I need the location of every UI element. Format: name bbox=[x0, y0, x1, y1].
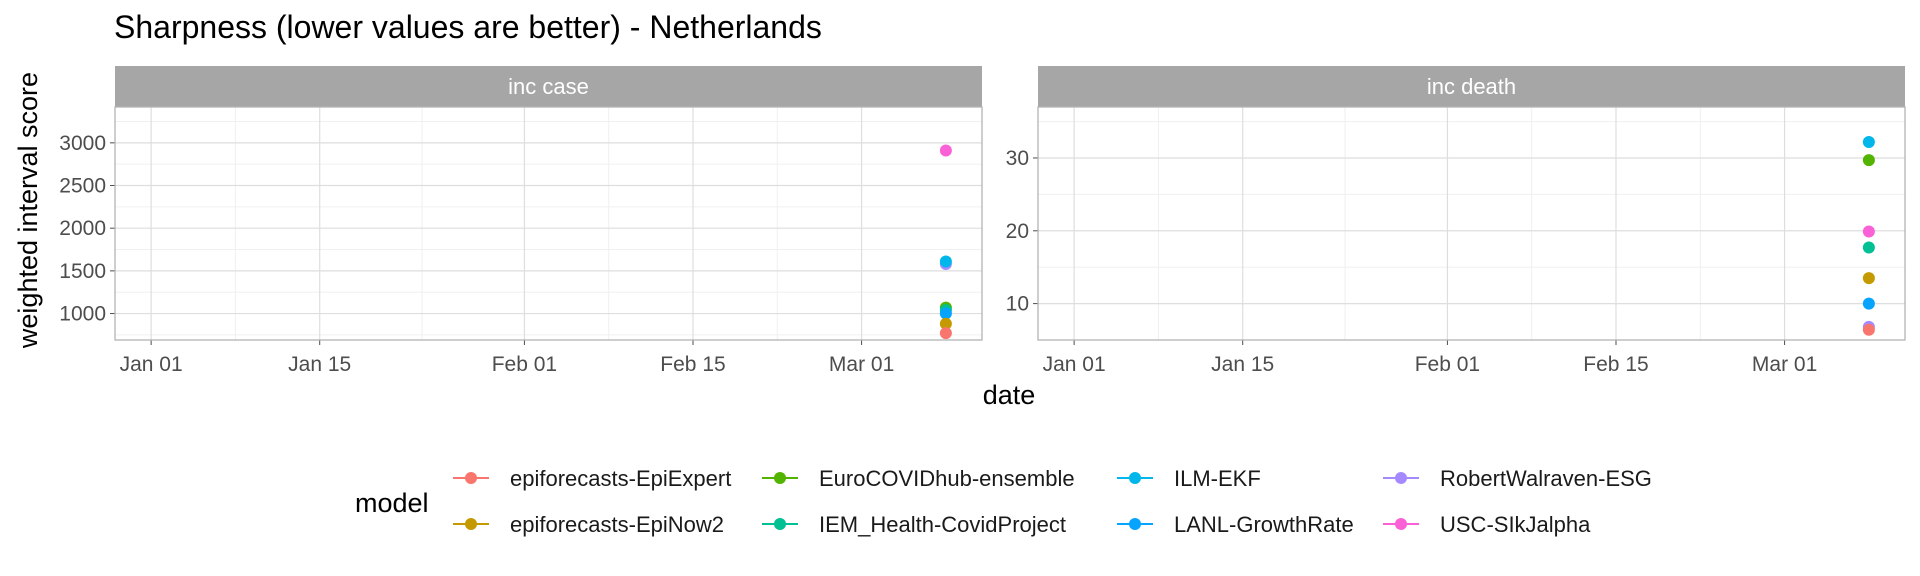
legend-key-point bbox=[774, 518, 786, 530]
x-tick-label: Jan 15 bbox=[288, 353, 351, 376]
x-axis-title: date bbox=[983, 380, 1036, 410]
y-tick-label: 1500 bbox=[59, 260, 106, 283]
legend-key-point bbox=[465, 472, 477, 484]
panel-border bbox=[1037, 106, 1906, 341]
legend-label: epiforecasts-EpiExpert bbox=[510, 466, 731, 491]
y-tick-label: 20 bbox=[1006, 220, 1029, 243]
legend-item: epiforecasts-EpiExpert bbox=[453, 466, 731, 491]
y-tick-label: 2500 bbox=[59, 175, 106, 198]
x-tick-label: Feb 01 bbox=[492, 353, 557, 376]
facet-panel: inc case 1000 1500 2000 2500 3000 Jan 01 Jan 15… bbox=[59, 66, 983, 376]
legend-item: RobertWalraven-ESG bbox=[1383, 466, 1652, 491]
data-point bbox=[939, 327, 952, 340]
x-tick-label: Feb 15 bbox=[1583, 353, 1648, 376]
legend-key-point bbox=[1395, 518, 1407, 530]
facet-strip-label: inc death bbox=[1427, 74, 1516, 99]
y-tick-label: 3000 bbox=[59, 132, 106, 155]
legend-item: epiforecasts-EpiNow2 bbox=[453, 512, 724, 537]
data-points bbox=[1862, 135, 1875, 336]
y-tick-label: 10 bbox=[1006, 293, 1029, 316]
legend-label: LANL-GrowthRate bbox=[1174, 512, 1354, 537]
y-tick-label: 1000 bbox=[59, 303, 106, 326]
x-tick-label: Feb 15 bbox=[660, 353, 725, 376]
legend-key-point bbox=[1129, 472, 1141, 484]
y-axis-title: weighted interval score bbox=[13, 72, 43, 349]
facet-strip bbox=[115, 66, 982, 107]
legend-label: EuroCOVIDhub-ensemble bbox=[819, 466, 1075, 491]
legend-label: RobertWalraven-ESG bbox=[1440, 466, 1652, 491]
legend-label: ILM-EKF bbox=[1174, 466, 1261, 491]
data-point bbox=[939, 255, 952, 268]
legend-items: epiforecasts-EpiExpert epiforecasts-EpiNo… bbox=[453, 466, 1652, 537]
y-tick-label: 2000 bbox=[59, 217, 106, 240]
data-point bbox=[1862, 323, 1875, 336]
data-points bbox=[939, 144, 952, 340]
data-point bbox=[1862, 135, 1875, 148]
x-tick-label: Jan 01 bbox=[120, 353, 183, 376]
facet-panel: inc death 10 20 30 Jan 01 Jan 15 Feb 01 Feb 15 M… bbox=[1006, 66, 1906, 376]
facet-strip-label: inc case bbox=[508, 74, 589, 99]
data-point bbox=[1862, 225, 1875, 238]
data-point bbox=[1862, 297, 1875, 310]
legend-key-point bbox=[774, 472, 786, 484]
plot-area bbox=[115, 107, 982, 340]
x-tick-label: Jan 15 bbox=[1211, 353, 1274, 376]
legend-label: IEM_Health-CovidProject bbox=[819, 512, 1066, 537]
legend-label: epiforecasts-EpiNow2 bbox=[510, 512, 724, 537]
data-point bbox=[1862, 154, 1875, 167]
legend-key-point bbox=[465, 518, 477, 530]
x-tick-label: Feb 01 bbox=[1415, 353, 1480, 376]
legend-item: EuroCOVIDhub-ensemble bbox=[762, 466, 1075, 491]
data-point bbox=[939, 307, 952, 320]
legend-title: model bbox=[355, 488, 429, 518]
plot-area bbox=[1038, 107, 1905, 340]
data-point bbox=[1862, 241, 1875, 254]
legend-item: IEM_Health-CovidProject bbox=[762, 512, 1066, 537]
panel-border bbox=[114, 106, 983, 341]
facet-strip bbox=[1038, 66, 1905, 107]
data-point bbox=[939, 317, 952, 330]
legend-item: ILM-EKF bbox=[1117, 466, 1261, 491]
x-tick-label: Mar 01 bbox=[1752, 353, 1817, 376]
legend-item: USC-SIkJalpha bbox=[1383, 512, 1591, 537]
data-point bbox=[939, 144, 952, 157]
chart-title: Sharpness (lower values are better) - Ne… bbox=[114, 9, 822, 45]
legend-key-point bbox=[1129, 518, 1141, 530]
y-tick-label: 30 bbox=[1006, 147, 1029, 170]
legend-item: LANL-GrowthRate bbox=[1117, 512, 1354, 537]
data-point bbox=[1862, 272, 1875, 285]
legend-label: USC-SIkJalpha bbox=[1440, 512, 1591, 537]
x-tick-label: Jan 01 bbox=[1043, 353, 1106, 376]
legend-key-point bbox=[1395, 472, 1407, 484]
x-tick-label: Mar 01 bbox=[829, 353, 894, 376]
legend: model epiforecasts-EpiExpertepiforecasts… bbox=[355, 466, 1652, 537]
facet-panels: inc case 1000 1500 2000 2500 3000 Jan 01 Jan 15… bbox=[59, 66, 1906, 376]
